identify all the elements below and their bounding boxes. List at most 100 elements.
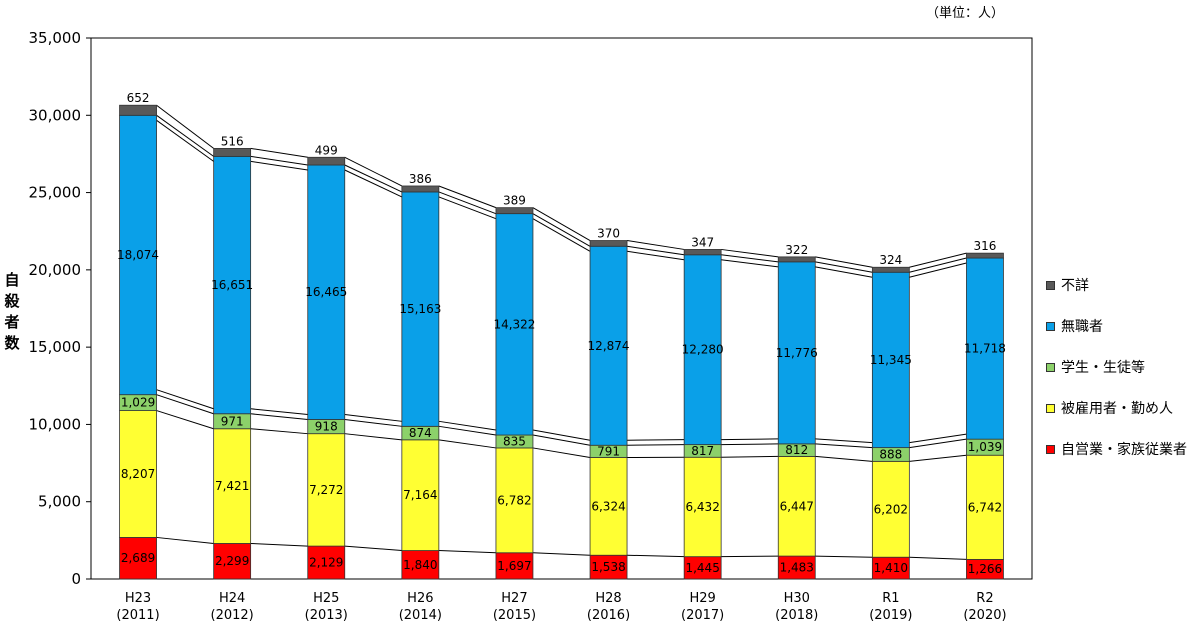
x-tick-label: (2013) <box>305 608 348 623</box>
bar-segment <box>589 240 628 247</box>
data-label: 316 <box>973 239 996 253</box>
data-label: 1,410 <box>874 561 908 575</box>
legend-swatch <box>1046 444 1055 454</box>
data-label: 12,280 <box>682 343 724 357</box>
bar-segment <box>683 456 722 558</box>
data-label: 389 <box>503 194 526 208</box>
y-tick-label: 5,000 <box>38 493 81 511</box>
data-label: 16,465 <box>305 285 347 299</box>
connector-line <box>250 408 308 415</box>
bar-segment <box>401 185 440 193</box>
connector-line <box>250 155 308 166</box>
y-tick-label: 30,000 <box>29 106 82 124</box>
data-label: 918 <box>315 420 338 434</box>
connector-line <box>815 455 873 462</box>
bar-segment <box>589 457 628 556</box>
data-label: 14,322 <box>493 317 535 331</box>
connector-line <box>815 261 873 273</box>
bar-segment <box>401 439 440 551</box>
connector-line <box>438 196 497 220</box>
data-label: 812 <box>785 443 808 457</box>
bar-segment <box>966 252 1004 259</box>
connector-line <box>721 455 779 458</box>
connector-line <box>438 191 497 215</box>
data-label: 11,718 <box>964 342 1006 356</box>
data-label: 1,840 <box>403 558 437 572</box>
connector-line <box>438 550 496 554</box>
data-label: 322 <box>785 243 808 257</box>
data-label: 1,483 <box>780 561 814 575</box>
bar-segment <box>213 428 252 544</box>
data-label: 1,445 <box>685 561 719 575</box>
connector-line <box>250 413 308 420</box>
connector-line <box>909 262 967 278</box>
x-tick-label: (2017) <box>681 608 724 623</box>
connector-line <box>627 444 685 446</box>
connector-line <box>532 213 591 247</box>
connector-line <box>909 433 967 444</box>
x-tick-label: (2016) <box>587 608 630 623</box>
connector-line <box>438 185 497 209</box>
legend-item: 学生・生徒等 <box>1046 357 1187 377</box>
x-tick-label: (2019) <box>869 608 912 623</box>
bar-segment <box>213 147 252 157</box>
data-label: 6,447 <box>780 499 814 513</box>
connector-line <box>815 266 873 278</box>
bar-segment <box>307 433 346 547</box>
connector-line <box>532 218 591 252</box>
data-label: 370 <box>597 227 620 241</box>
data-label: 1,697 <box>497 559 531 573</box>
bar-segment <box>871 271 910 449</box>
y-tick-label: 25,000 <box>29 184 82 202</box>
connector-line <box>815 443 873 449</box>
data-label: 1,029 <box>121 396 155 410</box>
x-tick-label: H26 <box>407 591 433 606</box>
connector-line <box>250 147 308 158</box>
connector-line <box>344 433 402 441</box>
x-tick-label: R1 <box>882 591 899 606</box>
data-label: 15,163 <box>399 302 441 316</box>
data-label: 6,742 <box>968 500 1002 514</box>
bar-segment <box>119 114 157 396</box>
bar-segment <box>589 245 628 446</box>
y-axis-label: 自殺者数 <box>4 271 20 352</box>
connector-line <box>344 414 402 422</box>
legend: 不詳 無職者 学生・生徒等 被雇用者・勤め人 自営業・家族従業者 <box>1046 275 1187 480</box>
bar-segment <box>871 266 910 273</box>
connector-line <box>250 542 308 547</box>
connector-line <box>532 447 591 458</box>
data-label: 2,689 <box>121 551 155 565</box>
x-tick-label: (2018) <box>775 608 818 623</box>
data-label: 652 <box>127 91 150 105</box>
bar-segment <box>777 456 816 557</box>
connector-line <box>250 428 308 435</box>
y-tick-label: 0 <box>71 570 81 588</box>
data-label: 12,874 <box>588 339 630 353</box>
connector-line <box>721 259 779 268</box>
legend-swatch <box>1046 280 1055 290</box>
connector-line <box>156 389 214 410</box>
bar-segment <box>401 191 440 427</box>
data-label: 324 <box>879 253 902 267</box>
data-label: 18,074 <box>117 248 159 262</box>
connector-line <box>532 207 591 241</box>
legend-label: 自営業・家族従業者 <box>1061 442 1187 458</box>
connector-line <box>156 410 214 430</box>
legend-swatch <box>1046 362 1055 372</box>
connector-line <box>250 160 308 171</box>
bar-segment <box>966 257 1004 440</box>
connector-line <box>909 438 967 449</box>
data-label: 2,299 <box>215 554 249 568</box>
data-label: 11,345 <box>870 353 912 367</box>
legend-item: 自営業・家族従業者 <box>1046 439 1187 459</box>
bar-segment <box>966 454 1004 560</box>
bar-segment <box>871 460 910 558</box>
x-tick-label: R2 <box>976 591 993 606</box>
connector-line <box>438 425 497 436</box>
data-label: 7,164 <box>403 488 437 502</box>
data-label: 971 <box>221 414 244 428</box>
connector-line <box>909 252 967 268</box>
connector-line <box>626 250 685 261</box>
data-label: 6,324 <box>591 499 625 513</box>
